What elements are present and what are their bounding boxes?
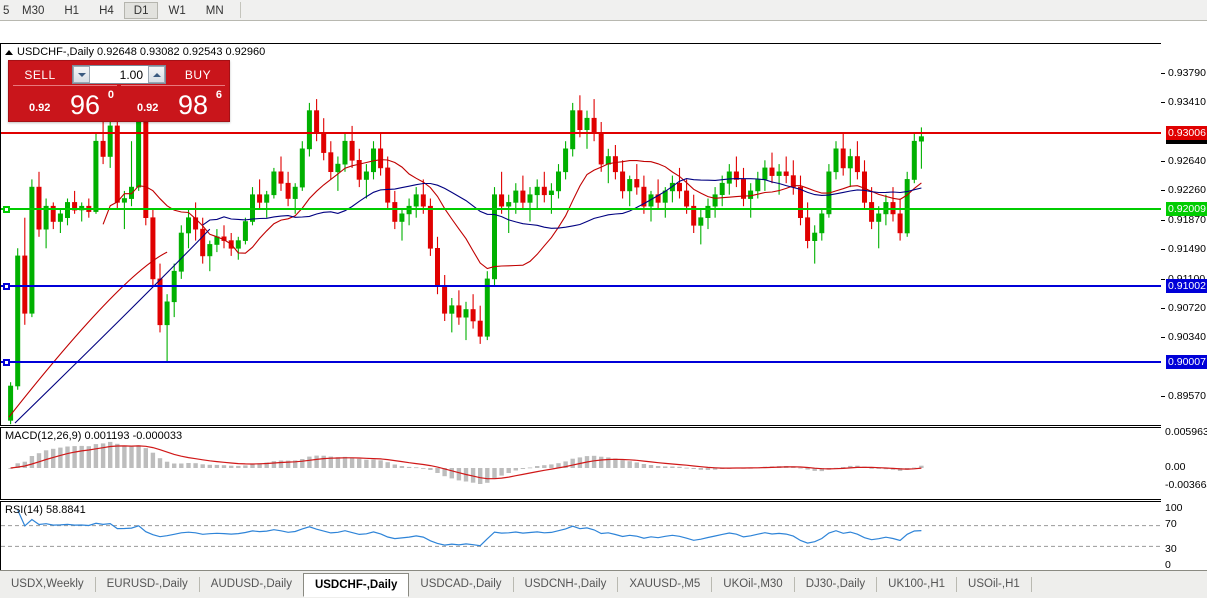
volume-value[interactable]: 1.00 (119, 67, 143, 82)
axis-tick (1161, 278, 1165, 280)
price-marker-0.92009[interactable]: 0.92009 (1166, 202, 1207, 217)
chart-header: USDCHF-,Daily 0.92648 0.93082 0.92543 0.… (5, 46, 265, 58)
symbol-tab-ukoil-m30[interactable]: UKOil-,M30 (723, 578, 783, 590)
axis-tick (1161, 307, 1165, 309)
macd-plot (8, 441, 924, 484)
axis-tick (1161, 102, 1165, 104)
symbol-tab-uk100-h1[interactable]: UK100-,H1 (888, 578, 946, 590)
price-marker-0.93006[interactable]: 0.93006 (1166, 126, 1207, 141)
timeframe-toolbar: 5 M30 H1 H4 D1 W1 MN (0, 0, 1207, 21)
timeframe-m30[interactable]: M30 (22, 4, 45, 17)
chevron-up-icon (152, 72, 161, 77)
axis-tick (1161, 73, 1165, 75)
trade-controls-row: SELL 1.00 BUY (9, 61, 229, 85)
timeframe-5[interactable]: 5 (3, 4, 10, 17)
axis-label: 0.90340 (1168, 331, 1206, 344)
level-line-resistance[interactable] (1, 132, 1161, 135)
volume-stepper[interactable]: 1.00 (72, 65, 166, 84)
axis-tick (1161, 219, 1165, 221)
macd-axis-label: 0.00 (1165, 461, 1186, 473)
price-chart-pane[interactable]: USDCHF-,Daily 0.92648 0.93082 0.92543 0.… (0, 43, 1161, 426)
rsi-axis-label: 70 (1165, 518, 1177, 530)
symbol-tab-bar[interactable]: USDX,Weekly EURUSD-,Daily AUDUSD-,Daily USD… (0, 570, 1207, 598)
tab-separator (198, 577, 200, 592)
axis-tick (1161, 395, 1165, 397)
buy-price-prefix: 0.92 (137, 102, 159, 114)
macd-axis-label: -0.003664 (1165, 479, 1207, 491)
axis-tick (1161, 190, 1165, 192)
candlestick-plot (8, 95, 924, 425)
tab-separator (876, 577, 878, 592)
axis-label: 0.93410 (1168, 96, 1206, 109)
collapse-triangle-icon[interactable] (5, 49, 13, 55)
level-line-pivot[interactable] (1, 208, 1161, 211)
symbol-tab-eurusd-daily[interactable]: EURUSD-,Daily (106, 578, 188, 590)
price-axis[interactable]: 0.93790 0.93410 0.92640 0.92260 0.91870 0.914… (1161, 43, 1207, 572)
axis-tick (1161, 337, 1165, 339)
rsi-axis-label: 100 (1165, 502, 1183, 514)
axis-label: 0.90720 (1168, 301, 1206, 314)
chart-area[interactable]: USDCHF-,Daily 0.92648 0.93082 0.92543 0.… (0, 21, 1207, 586)
timeframe-h4[interactable]: H4 (99, 4, 114, 17)
symbol-tab-usdcad-daily[interactable]: USDCAD-,Daily (420, 578, 502, 590)
symbol-tab-usoil-h1[interactable]: USOil-,H1 (968, 578, 1020, 590)
tab-separator (512, 577, 514, 592)
level-anchor-pivot[interactable] (3, 205, 10, 213)
symbol-tab-xauusd-m5[interactable]: XAUUSD-,M5 (629, 578, 701, 590)
symbol-tab-usdchf-daily[interactable]: USDCHF-,Daily (302, 573, 410, 597)
volume-increase-button[interactable] (148, 66, 165, 83)
macd-axis-label: 0.005963 (1165, 426, 1207, 438)
macd-label: MACD(12,26,9) 0.001193 -0.000033 (5, 430, 183, 442)
level-line-support-1[interactable] (1, 285, 1161, 288)
symbol-tab-usdcnh-daily[interactable]: USDCNH-,Daily (524, 578, 607, 590)
axis-label: 0.89570 (1168, 389, 1206, 402)
buy-button[interactable]: BUY (184, 67, 212, 82)
rsi-label: RSI(14) 58.8841 (5, 504, 86, 516)
timeframe-mn[interactable]: MN (205, 4, 224, 17)
axis-label: 0.92260 (1168, 184, 1206, 197)
sell-button[interactable]: SELL (24, 67, 56, 82)
tab-separator (617, 577, 619, 592)
buy-quote[interactable]: 0.92 98 6 (121, 85, 225, 120)
price-marker-0.90007[interactable]: 0.90007 (1166, 355, 1207, 370)
symbol-tab-dj30-daily[interactable]: DJ30-,Daily (805, 578, 866, 590)
tab-separator (94, 577, 96, 592)
level-anchor-support-1[interactable] (3, 282, 10, 290)
axis-tick (1161, 161, 1165, 163)
axis-label: 0.92640 (1168, 155, 1206, 168)
quote-row: 0.92 96 0 0.92 98 6 (9, 85, 229, 119)
buy-price-big: 98 (177, 90, 208, 120)
level-line-support-2[interactable] (1, 361, 1161, 364)
symbol-tab-usdx-weekly[interactable]: USDX,Weekly (11, 578, 84, 590)
rsi-axis-label: 0 (1165, 559, 1171, 571)
sell-price-big: 96 (69, 90, 100, 120)
tab-separator (956, 577, 958, 592)
axis-tick (1161, 249, 1165, 251)
tab-separator (1030, 577, 1032, 592)
rsi-plot (1, 509, 1161, 547)
sell-price-fraction: 0 (107, 89, 114, 101)
tab-separator (711, 577, 713, 592)
sell-price-prefix: 0.92 (29, 102, 51, 114)
axis-label: 0.93790 (1168, 67, 1206, 80)
one-click-trading-panel[interactable]: SELL 1.00 BUY 0.92 96 0 0.92 98 6 (8, 60, 230, 122)
timeframe-d1[interactable]: D1 (123, 1, 159, 19)
chart-header-text: USDCHF-,Daily 0.92648 0.93082 0.92543 0.… (17, 46, 266, 58)
symbol-tab-audusd-daily[interactable]: AUDUSD-,Daily (210, 578, 292, 590)
rsi-pane[interactable]: RSI(14) 58.8841 (0, 501, 1161, 572)
price-marker-0.91002[interactable]: 0.91002 (1166, 279, 1207, 294)
volume-decrease-button[interactable] (73, 66, 90, 83)
toolbar-separator (239, 2, 241, 18)
rsi-axis-label: 30 (1165, 543, 1177, 555)
level-anchor-support-2[interactable] (3, 358, 10, 366)
chevron-down-icon (77, 72, 86, 77)
sell-quote[interactable]: 0.92 96 0 (13, 85, 117, 120)
macd-pane[interactable]: MACD(12,26,9) 0.001193 -0.000033 (0, 427, 1161, 500)
tab-separator (793, 577, 795, 592)
axis-label: 0.91490 (1168, 243, 1206, 256)
timeframe-w1[interactable]: W1 (168, 4, 186, 17)
timeframe-h1[interactable]: H1 (64, 4, 80, 17)
axis-label: 0.91870 (1168, 213, 1206, 226)
buy-price-fraction: 6 (215, 89, 222, 101)
